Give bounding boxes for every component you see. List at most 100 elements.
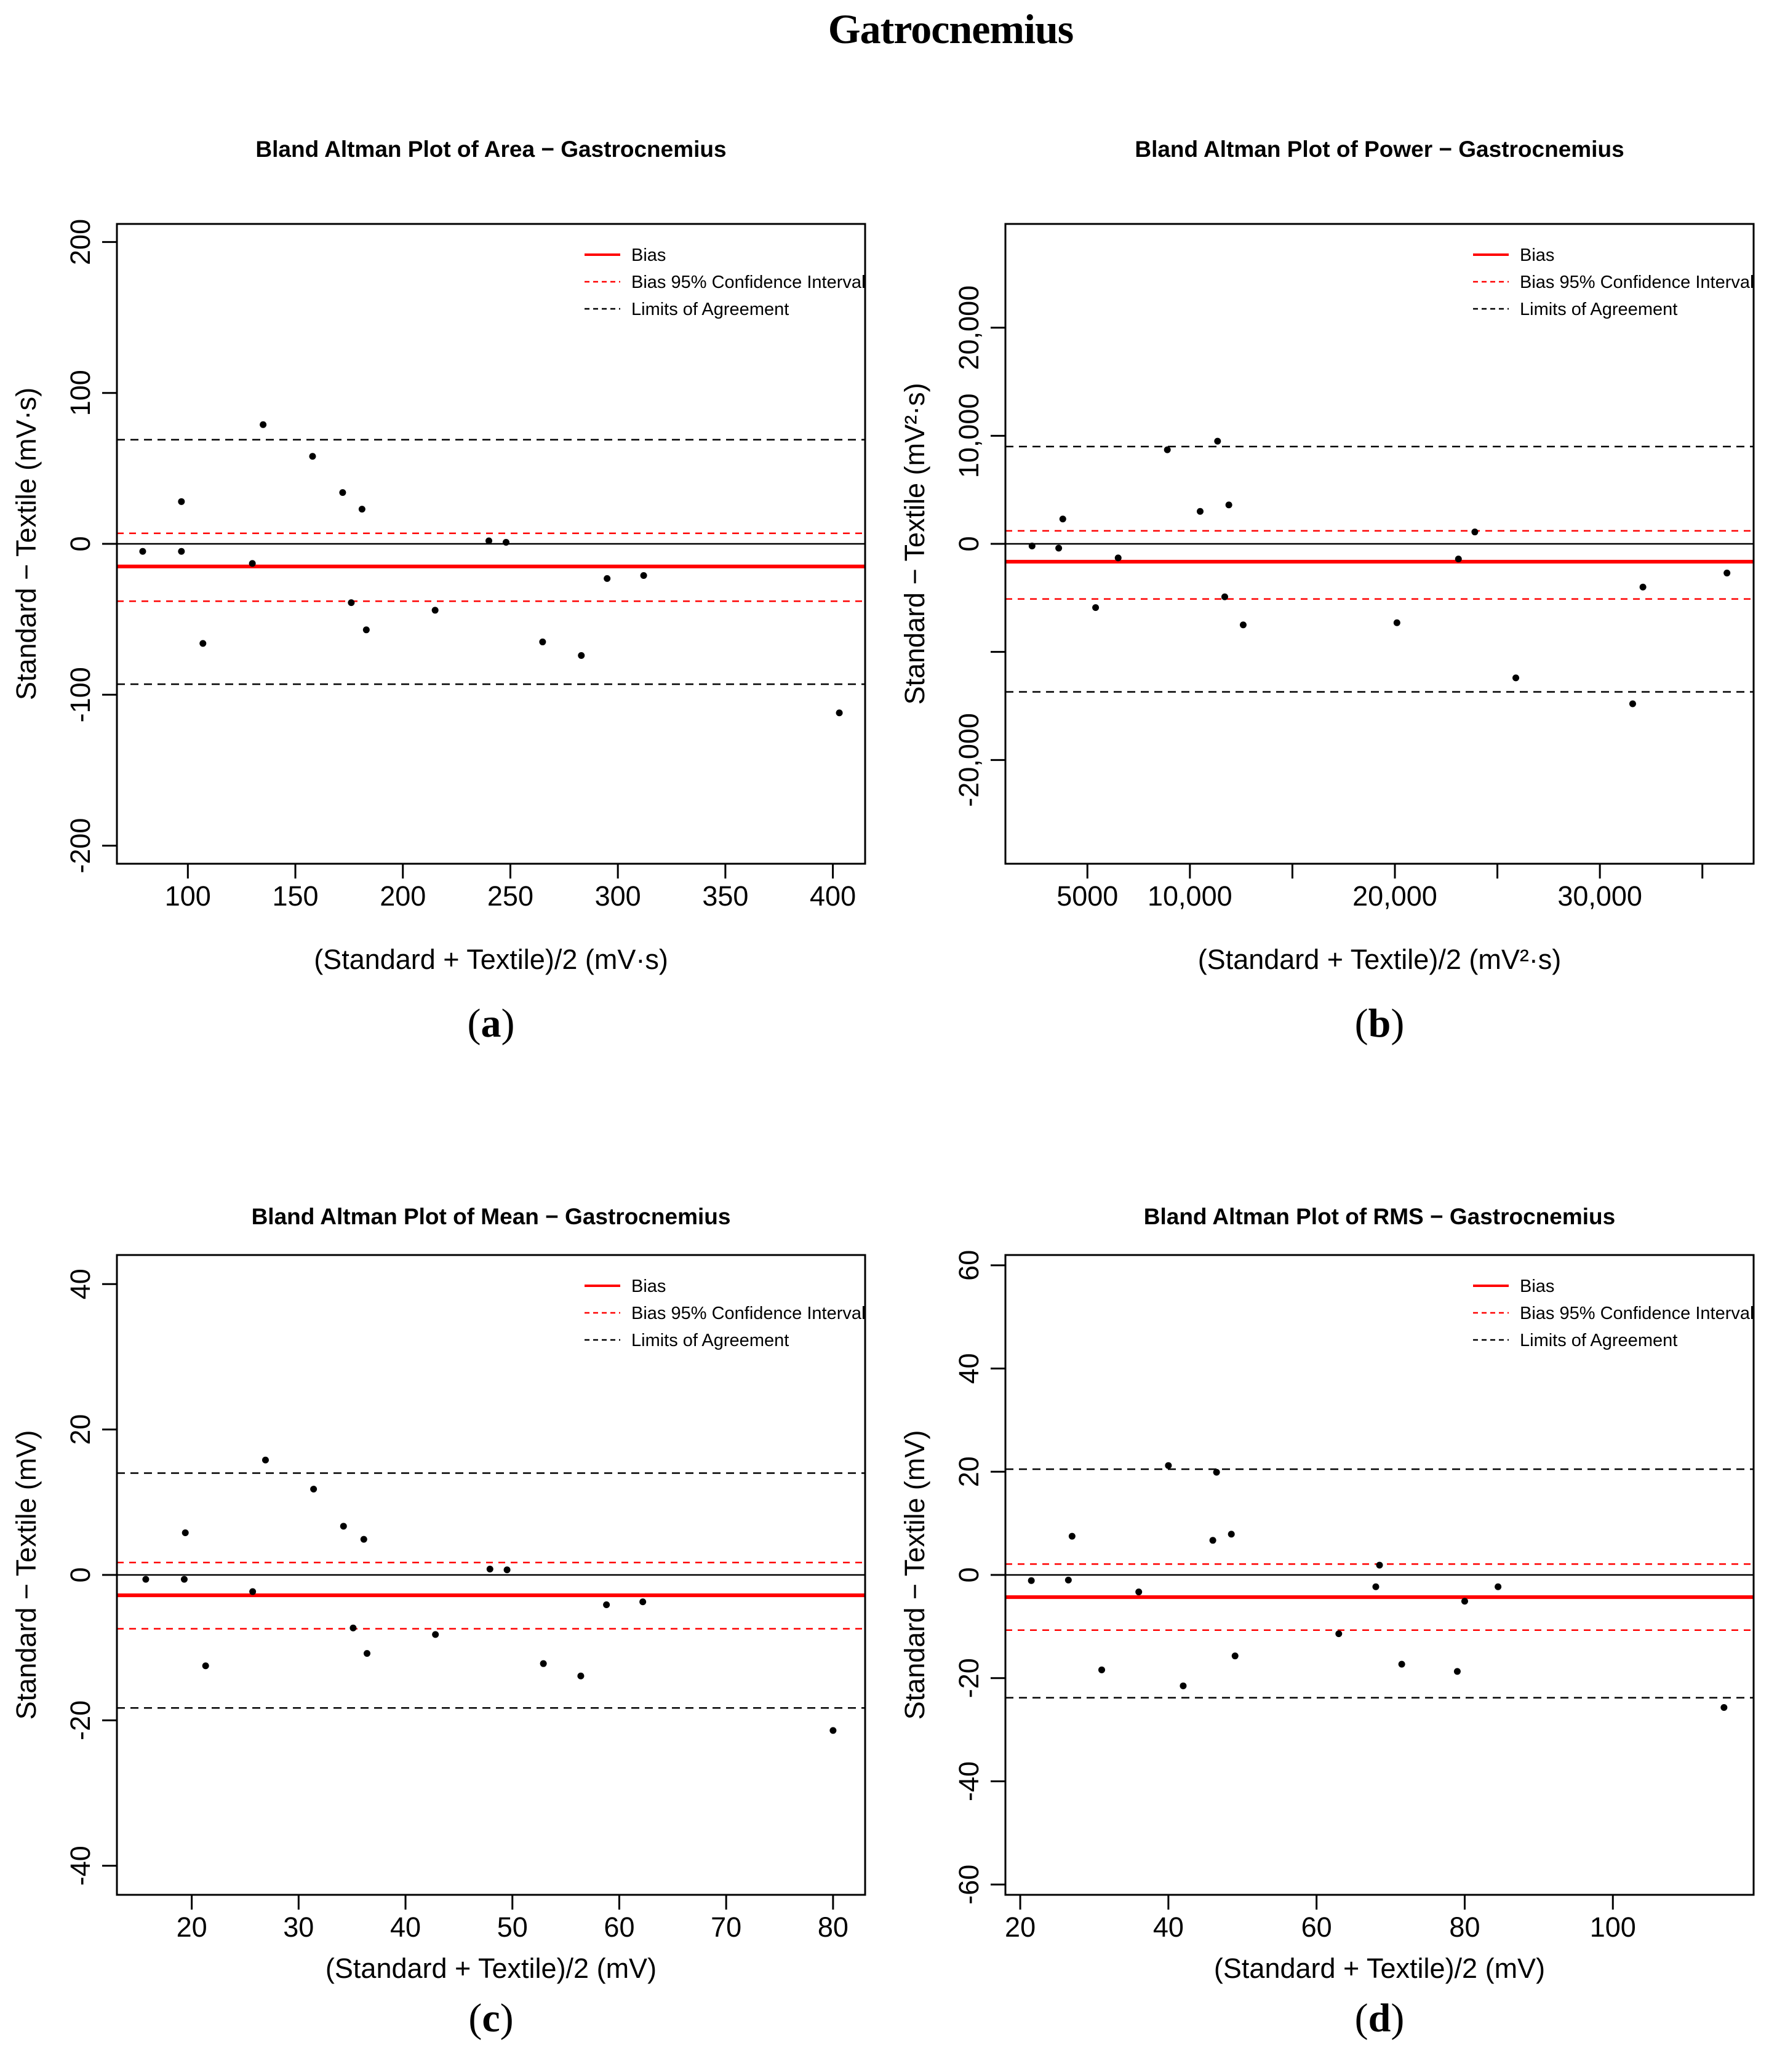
legend-label: Bias 95% Confidence Interval <box>631 1304 865 1323</box>
panel-power: 5000 10,000 20,000 30,000 20,000 10,000 0 -20,0… <box>888 92 1777 1138</box>
x-axis-label: (Standard + Textile)/2 (mV) <box>1214 1953 1545 1984</box>
data-point <box>339 489 346 496</box>
bland-altman-plot-area: 100 150 200 250 300 350 400 200 100 0 -100 -200 (Sta… <box>10 137 866 1046</box>
data-point <box>1068 1532 1076 1540</box>
data-point <box>1209 1537 1216 1544</box>
data-point <box>1225 501 1232 509</box>
data-point <box>260 421 267 428</box>
data-point <box>1393 619 1400 626</box>
x-tick-label: 40 <box>1153 1911 1184 1943</box>
data-point <box>540 1660 547 1667</box>
data-point <box>502 539 509 546</box>
x-tick-label: 80 <box>1449 1911 1480 1943</box>
legend-label: Bias <box>631 1277 666 1296</box>
data-point <box>199 640 207 647</box>
legend: Bias Bias 95% Confidence Interval Limits o… <box>585 1277 865 1350</box>
legend-label: Bias <box>1520 1277 1554 1296</box>
data-point <box>1335 1630 1343 1638</box>
y-tick-label: -40 <box>65 1846 96 1886</box>
data-point <box>1512 674 1520 682</box>
data-points <box>1028 437 1731 707</box>
data-point <box>1213 1468 1220 1476</box>
data-point <box>182 1529 189 1536</box>
data-point <box>1372 1583 1380 1590</box>
x-tick-label: 300 <box>595 880 641 912</box>
data-point <box>1471 528 1479 536</box>
bland-altman-plot-mean: 20 30 40 50 60 70 80 40 20 0 -20 -40 (Standard + Tex… <box>10 1204 866 2041</box>
panel-caption: (d) <box>1355 1996 1405 2041</box>
y-axis-label: Standard − Textile (mV) <box>899 1430 930 1720</box>
x-axis: 20 30 40 50 60 70 80 <box>177 1895 849 1943</box>
data-point <box>1231 1652 1239 1660</box>
x-tick-label: 150 <box>272 880 318 912</box>
x-tick-label: 100 <box>1590 1911 1636 1943</box>
data-point <box>1055 544 1063 552</box>
data-point <box>578 652 585 659</box>
data-points <box>1028 1462 1728 1711</box>
panel-area: 100 150 200 250 300 350 400 200 100 0 -100 -200 (Sta… <box>0 92 888 1138</box>
x-tick-label: 20 <box>177 1911 207 1943</box>
y-tick-label: -20 <box>953 1658 984 1698</box>
x-tick-label: 20 <box>1005 1911 1036 1943</box>
x-tick-label: 20,000 <box>1352 880 1437 912</box>
data-point <box>486 1566 493 1573</box>
data-point <box>1495 1583 1502 1590</box>
data-point <box>139 548 146 555</box>
y-axis: 20,000 10,000 0 -20,000 <box>953 285 1005 807</box>
data-point <box>1461 1598 1468 1605</box>
x-tick-label: 200 <box>380 880 426 912</box>
data-point <box>1221 593 1228 600</box>
y-tick-label: 0 <box>953 536 984 551</box>
panel-caption: (c) <box>468 1996 513 2041</box>
data-point <box>249 1588 257 1595</box>
y-axis-label: Standard − Textile (mV·s) <box>10 388 42 700</box>
y-tick-label: 200 <box>65 219 96 265</box>
data-point <box>1165 1462 1172 1469</box>
x-tick-label: 400 <box>810 880 856 912</box>
x-tick-label: 60 <box>1301 1911 1332 1943</box>
data-point <box>348 599 355 607</box>
data-point <box>1092 604 1100 612</box>
data-point <box>1720 1704 1728 1711</box>
legend-label: Bias 95% Confidence Interval <box>1520 1304 1754 1323</box>
data-point <box>360 1536 367 1543</box>
data-point <box>310 1486 317 1493</box>
y-axis-label: Standard − Textile (mV) <box>10 1430 42 1720</box>
data-point <box>503 1566 511 1574</box>
data-point <box>1059 516 1066 523</box>
x-tick-label: 10,000 <box>1148 880 1232 912</box>
y-tick-label: 40 <box>953 1353 984 1384</box>
data-point <box>1098 1666 1106 1673</box>
data-point <box>142 1576 150 1583</box>
data-point <box>358 506 365 513</box>
x-tick-label: 40 <box>390 1911 421 1943</box>
y-tick-label: 10,000 <box>953 394 984 479</box>
y-tick-label: 20,000 <box>953 285 984 370</box>
data-point <box>829 1727 837 1734</box>
panel-title: Bland Altman Plot of RMS − Gastrocnemius <box>1144 1204 1616 1229</box>
y-tick-label: -20 <box>65 1700 96 1740</box>
data-point <box>1453 1668 1461 1675</box>
bland-altman-plot-power: 5000 10,000 20,000 30,000 20,000 10,000 0 -20,0… <box>899 137 1755 1046</box>
y-tick-label: -60 <box>953 1865 984 1905</box>
data-point <box>1639 583 1647 591</box>
data-point <box>1455 556 1462 563</box>
y-tick-label: 40 <box>65 1269 96 1299</box>
y-tick-label: 60 <box>953 1250 984 1281</box>
panel-title: Bland Altman Plot of Mean − Gastrocnemiu… <box>252 1204 731 1229</box>
x-tick-label: 5000 <box>1056 880 1118 912</box>
panel-caption: (a) <box>468 1001 515 1046</box>
data-point <box>363 1650 370 1657</box>
data-point <box>249 560 256 567</box>
panel-mean: 20 30 40 50 60 70 80 40 20 0 -20 -40 (Standard + Tex… <box>0 1138 888 2072</box>
x-axis: 20 40 60 80 100 <box>1005 1895 1636 1943</box>
data-point <box>362 626 370 634</box>
data-point <box>1180 1682 1187 1689</box>
panel-rms: 20 40 60 80 100 60 40 20 0 -20 -40 -60 (Standard + T… <box>888 1138 1777 2072</box>
bland-altman-plot-rms: 20 40 60 80 100 60 40 20 0 -20 -40 -60 (Standard + T… <box>899 1204 1755 2041</box>
x-tick-label: 350 <box>702 880 748 912</box>
data-point <box>639 1598 647 1606</box>
data-point <box>604 575 611 582</box>
data-point <box>262 1456 269 1464</box>
